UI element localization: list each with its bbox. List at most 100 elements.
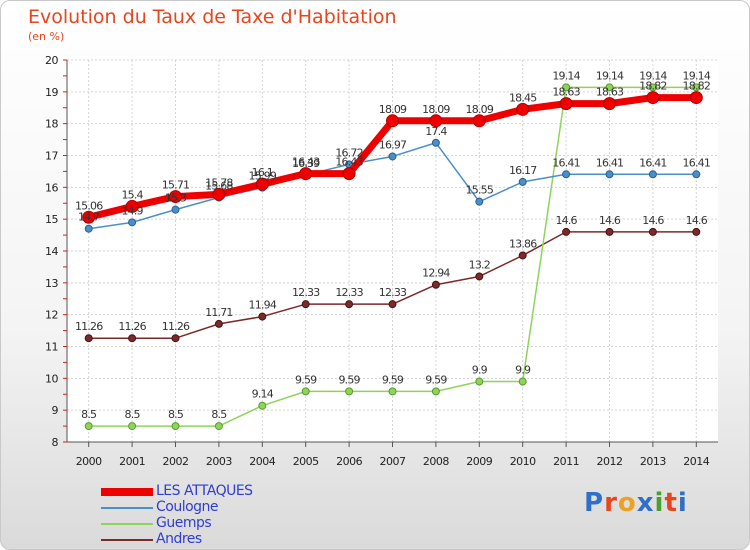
legend-label: Coulogne [156, 499, 219, 515]
y-tick-label: 17 [45, 150, 58, 163]
data-point [388, 152, 397, 161]
data-label: 14.6 [686, 214, 708, 227]
y-tick-label: 8 [52, 436, 59, 449]
data-label: 14.9 [121, 204, 143, 217]
data-label: 19.14 [683, 69, 711, 82]
data-point [562, 170, 571, 179]
y-tick-label: 9 [52, 404, 59, 417]
data-point [692, 83, 701, 92]
data-point [345, 300, 354, 309]
data-point [212, 187, 226, 201]
data-label: 9.59 [295, 373, 317, 386]
data-point [128, 334, 137, 343]
data-label: 9.14 [252, 388, 274, 401]
data-point [214, 319, 223, 328]
x-tick-label: 2009 [466, 455, 492, 468]
data-label: 15.4 [121, 188, 143, 201]
data-point [255, 177, 269, 191]
data-point [648, 170, 657, 179]
data-point [605, 170, 614, 179]
data-label: 8.5 [211, 408, 227, 421]
x-tick-label: 2000 [76, 455, 102, 468]
data-label: 15.99 [249, 170, 277, 183]
data-point [646, 91, 660, 105]
data-label: 8.5 [168, 408, 184, 421]
data-label: 18.63 [552, 86, 580, 99]
data-label: 9.59 [338, 373, 360, 386]
data-point [562, 83, 571, 92]
y-tick-label: 10 [45, 372, 58, 385]
x-tick-label: 2007 [380, 455, 406, 468]
data-label: 9.9 [515, 364, 531, 377]
data-label: 16.72 [335, 146, 363, 159]
data-label: 9.59 [382, 373, 404, 386]
legend-swatch [101, 507, 153, 509]
data-label: 16.97 [379, 138, 407, 151]
data-label: 15.3 [165, 192, 187, 205]
x-tick-label: 2002 [163, 455, 189, 468]
data-label: 19.14 [596, 69, 624, 82]
data-point [388, 300, 397, 309]
data-point [692, 227, 701, 236]
data-label: 18.63 [596, 86, 624, 99]
y-tick-label: 18 [45, 118, 58, 131]
data-label: 11.94 [249, 299, 277, 312]
x-tick-label: 2013 [640, 455, 666, 468]
x-tick-label: 2003 [206, 455, 232, 468]
data-label: 16.39 [292, 157, 320, 170]
data-point [475, 272, 484, 281]
x-tick-label: 2001 [119, 455, 145, 468]
data-label: 12.33 [335, 286, 363, 299]
data-label: 14.6 [599, 214, 621, 227]
data-point [518, 377, 527, 386]
data-point [171, 334, 180, 343]
y-tick-label: 20 [45, 54, 58, 67]
data-point [605, 227, 614, 236]
data-label: 12.33 [292, 286, 320, 299]
data-label: 9.9 [472, 364, 488, 377]
data-point [301, 387, 310, 396]
data-label: 15.71 [162, 179, 190, 192]
x-tick-label: 2004 [249, 455, 275, 468]
data-point [518, 177, 527, 186]
data-point [648, 83, 657, 92]
data-point [431, 138, 440, 147]
x-tick-label: 2012 [597, 455, 623, 468]
data-point [258, 312, 267, 321]
data-point [169, 190, 182, 204]
data-point [475, 197, 484, 206]
data-point [603, 97, 616, 111]
data-label: 15.78 [205, 176, 233, 189]
x-tick-label: 2014 [683, 455, 709, 468]
data-point [388, 387, 397, 396]
data-point [128, 422, 137, 431]
legend-swatch [101, 539, 153, 541]
data-label: 18.09 [422, 103, 450, 116]
data-label: 15.06 [75, 199, 103, 212]
data-label: 12.94 [422, 267, 450, 280]
data-label: 19.14 [552, 69, 580, 82]
data-label: 18.09 [379, 103, 407, 116]
data-label: 8.5 [125, 408, 141, 421]
chart-subtitle: (en %) [28, 30, 65, 43]
data-point [125, 199, 139, 213]
data-point [84, 422, 93, 431]
x-tick-label: 2006 [336, 455, 362, 468]
data-label: 18.82 [639, 80, 667, 93]
data-point [258, 401, 267, 410]
y-tick-label: 11 [45, 341, 58, 354]
data-label: 14.7 [78, 211, 100, 224]
data-point [301, 300, 310, 309]
data-label: 8.5 [81, 408, 97, 421]
data-label: 17.4 [425, 125, 447, 138]
data-label: 16.17 [509, 164, 537, 177]
data-label: 13.2 [469, 258, 490, 271]
data-point [342, 167, 356, 181]
legend-label: LES ATTAQUES [156, 483, 253, 499]
data-point [345, 387, 354, 396]
data-point [171, 422, 180, 431]
y-tick-label: 19 [45, 86, 58, 99]
legend-label: Guemps [156, 515, 212, 531]
data-label: 18.45 [509, 91, 537, 104]
